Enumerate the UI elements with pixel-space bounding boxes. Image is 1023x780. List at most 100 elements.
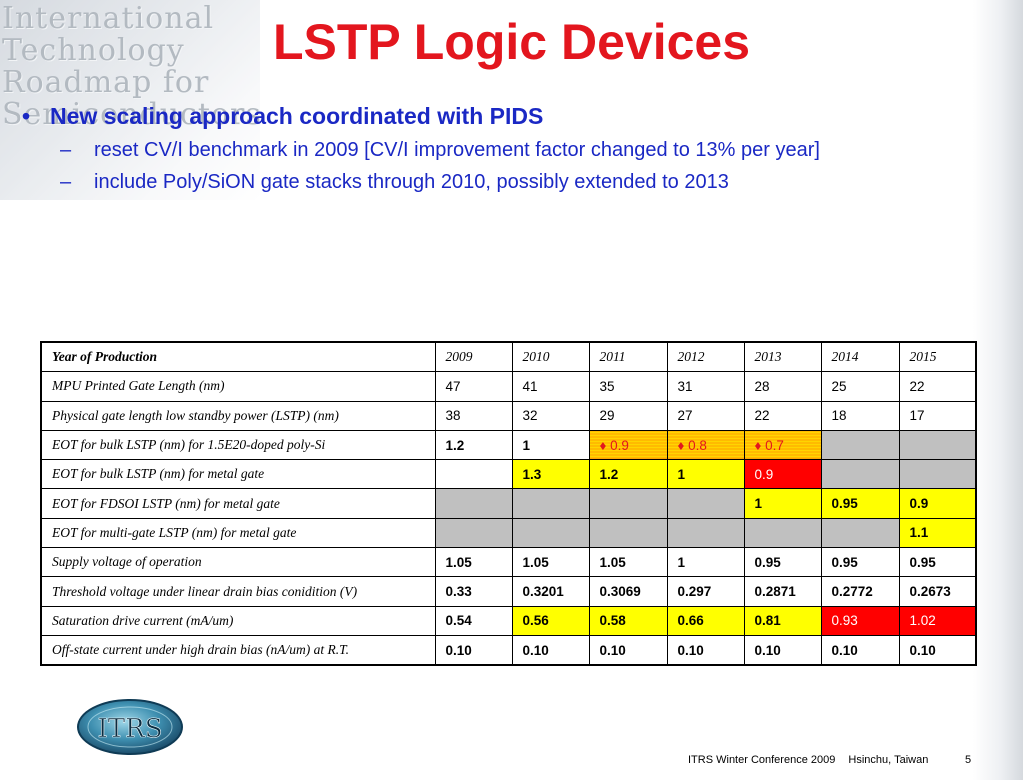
table-cell: 0.9: [898, 488, 977, 519]
header-art-line: Technology: [2, 33, 185, 68]
table-row: Threshold voltage under linear drain bia…: [40, 576, 977, 607]
sub-bullet: – include Poly/SiON gate stacks through …: [60, 171, 982, 194]
table-cell: 0.297: [666, 576, 745, 607]
header-background-art: International Technology Roadmap for Sem…: [0, 0, 262, 200]
table-cell: ♦ 0.7: [743, 429, 822, 461]
table-cell: 0.10: [511, 634, 590, 666]
bullet-main: • New scaling approach coordinated with …: [22, 103, 982, 130]
table-cell: 0.9: [743, 459, 822, 490]
bullet-list: • New scaling approach coordinated with …: [22, 103, 982, 194]
row-label: EOT for multi-gate LSTP (nm) for metal g…: [40, 517, 436, 549]
bullet-main-text: New scaling approach coordinated with PI…: [50, 103, 544, 129]
table-body: Year of Production 2009 2010 2011 2012 2013 20…: [40, 341, 977, 666]
sub-bullet-text: include Poly/SiON gate stacks through 20…: [94, 171, 729, 193]
table-cell: 35: [588, 371, 668, 402]
table-cell: 0.10: [434, 634, 513, 666]
table-cell: 1: [743, 488, 822, 519]
table-cell: 47: [434, 371, 513, 402]
sub-bullet-text: reset CV/I benchmark in 2009 [CV/I impro…: [94, 139, 820, 161]
itrs-logo: ITRS: [77, 699, 183, 755]
table-cell: ♦ 0.8: [666, 429, 745, 461]
table-cell: 1.02: [898, 605, 977, 636]
header-year-cell: 2012: [666, 341, 745, 373]
table-cell: [434, 488, 513, 519]
header-year-cell: 2009: [434, 341, 513, 373]
table-cell: 1: [666, 459, 745, 490]
table-row: Supply voltage of operation 1.05 1.05 1.05 1…: [40, 547, 977, 578]
table-row: Physical gate length low standby power (…: [40, 400, 977, 431]
table-cell: 17: [898, 400, 977, 431]
table-row: EOT for FDSOI LSTP (nm) for metal gate 1 0…: [40, 488, 977, 519]
header-art-line: Semiconductors: [2, 97, 262, 132]
row-label: Threshold voltage under linear drain bia…: [40, 576, 436, 607]
table-row: EOT for multi-gate LSTP (nm) for metal g…: [40, 517, 977, 549]
row-label: Saturation drive current (mA/um): [40, 605, 436, 636]
header-art-line: Roadmap for: [2, 65, 210, 100]
table-cell: 1.1: [898, 517, 977, 549]
header-year-cell: 2014: [820, 341, 900, 373]
table-cell: 0.3201: [511, 576, 590, 607]
table-cell: 0.81: [743, 605, 822, 636]
table-cell: 0.10: [588, 634, 668, 666]
table-cell: 27: [666, 400, 745, 431]
row-label: Off-state current under high drain bias …: [40, 634, 436, 666]
bullet-dash: –: [60, 171, 72, 193]
header-year-cell: 2013: [743, 341, 822, 373]
table-cell: 32: [511, 400, 590, 431]
table-cell: [434, 517, 513, 549]
table-cell: [820, 429, 900, 461]
table-cell: 1.05: [434, 547, 513, 578]
table-cell: 0.95: [820, 488, 900, 519]
table-cell: 0.10: [743, 634, 822, 666]
table-cell: 22: [898, 371, 977, 402]
footer-conference: ITRS Winter Conference 2009: [688, 754, 836, 766]
table-cell: 29: [588, 400, 668, 431]
page-number: 5: [965, 754, 972, 766]
right-edge-gradient: [973, 0, 1023, 780]
table-cell: 1.05: [511, 547, 590, 578]
table-cell: 0.10: [820, 634, 900, 666]
table-cell: [820, 517, 900, 549]
table-cell: [588, 488, 668, 519]
lstp-roadmap-table: Year of Production 2009 2010 2011 2012 2013 20…: [40, 341, 977, 667]
table-cell: 0.33: [434, 576, 513, 607]
table-cell: 0.54: [434, 605, 513, 636]
table-header-row: Year of Production 2009 2010 2011 2012 2013 20…: [40, 341, 977, 373]
table-cell: 28: [743, 371, 822, 402]
table-cell: [898, 459, 977, 490]
table-cell: [666, 488, 745, 519]
table-cell: 31: [666, 371, 745, 402]
table-cell: 1.3: [511, 459, 590, 490]
table-cell: 0.2871: [743, 576, 822, 607]
header-art-line: International: [2, 1, 215, 36]
footer-location: Hsinchu, Taiwan: [848, 754, 929, 766]
table-row: EOT for bulk LSTP (nm) for metal gate 1.3…: [40, 459, 977, 490]
table-cell: 0.2673: [898, 576, 977, 607]
header-year-cell: 2010: [511, 341, 590, 373]
table-cell: 1.05: [588, 547, 668, 578]
table-cell: 41: [511, 371, 590, 402]
table-cell: ♦ 0.9: [588, 429, 668, 461]
table-cell: [588, 517, 668, 549]
table-cell: [898, 429, 977, 461]
table-cell: 0.95: [743, 547, 822, 578]
table-cell: 18: [820, 400, 900, 431]
table-cell: 38: [434, 400, 513, 431]
table-cell: 1: [666, 547, 745, 578]
table-cell: [511, 488, 590, 519]
row-label: EOT for bulk LSTP (nm) for 1.5E20-doped …: [40, 429, 436, 461]
table-cell: [511, 517, 590, 549]
table-cell: 1.2: [588, 459, 668, 490]
table-row: EOT for bulk LSTP (nm) for 1.5E20-doped …: [40, 429, 977, 461]
table-cell: [743, 517, 822, 549]
row-label: Supply voltage of operation: [40, 547, 436, 578]
bullet-dash: –: [60, 139, 72, 161]
bullet-dot: •: [22, 103, 31, 129]
row-label: EOT for FDSOI LSTP (nm) for metal gate: [40, 488, 436, 519]
table-cell: 0.95: [898, 547, 977, 578]
table-row: MPU Printed Gate Length (nm) 47 41 35 31 28 25…: [40, 371, 977, 402]
table-cell: 0.95: [820, 547, 900, 578]
table-row: Saturation drive current (mA/um) 0.54 0.56…: [40, 605, 977, 636]
slide-title: LSTP Logic Devices: [272, 14, 751, 70]
header-year-cell: 2015: [898, 341, 977, 373]
